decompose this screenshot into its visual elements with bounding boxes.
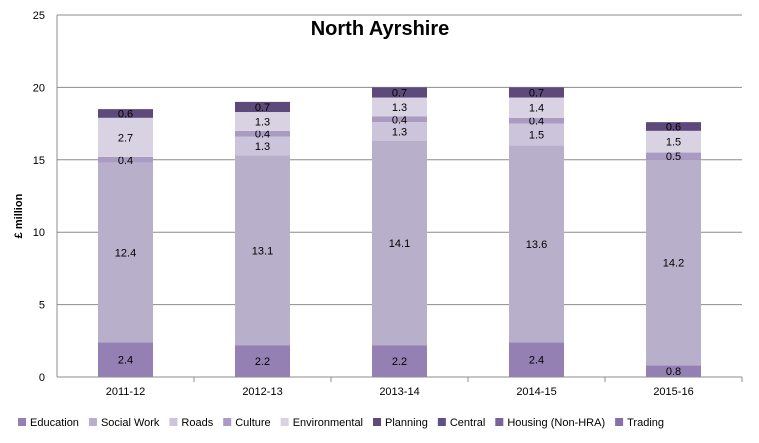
bar-segment-planning bbox=[646, 122, 701, 131]
bar-segment-culture bbox=[509, 117, 564, 124]
bar-segment-education bbox=[646, 365, 701, 377]
legend-swatch bbox=[169, 418, 178, 426]
data-label: 0.4 bbox=[529, 116, 544, 128]
legend-label: Planning bbox=[385, 417, 428, 429]
data-label: 0.6 bbox=[666, 121, 681, 133]
data-label: 13.6 bbox=[526, 239, 547, 251]
legend-label: Central bbox=[450, 417, 485, 429]
data-label: 0.4 bbox=[392, 114, 407, 126]
bar-segment-education bbox=[98, 342, 153, 377]
bar-segment-social-work bbox=[372, 140, 427, 346]
bar-segment-social-work bbox=[509, 145, 564, 343]
bar-segment-planning bbox=[235, 101, 290, 113]
x-tick-label: 2012-13 bbox=[242, 386, 282, 398]
legend-swatch bbox=[615, 418, 624, 426]
bar-segment-culture bbox=[372, 116, 427, 123]
data-label: 0.7 bbox=[255, 102, 270, 114]
legend-swatch bbox=[223, 418, 232, 426]
data-label: 2.2 bbox=[255, 356, 270, 368]
legend-swatch bbox=[373, 418, 382, 426]
bar-segment-environmental bbox=[646, 130, 701, 153]
legend-label: Housing (Non-HRA) bbox=[507, 417, 605, 429]
bar-segment-education bbox=[509, 342, 564, 377]
legend-swatch bbox=[280, 418, 289, 426]
bar-segment-social-work bbox=[646, 159, 701, 366]
bar-segment-planning bbox=[98, 109, 153, 118]
bar-segment-social-work bbox=[235, 155, 290, 346]
data-label: 1.3 bbox=[255, 141, 270, 153]
x-tick-label: 2014-15 bbox=[516, 386, 556, 398]
data-label: 12.4 bbox=[115, 247, 136, 259]
bar-segment-planning bbox=[509, 87, 564, 98]
bar-segment-education bbox=[235, 345, 290, 377]
legend-label: Social Work bbox=[101, 417, 160, 429]
legend-swatch bbox=[495, 418, 504, 426]
bar-segment-social-work bbox=[98, 162, 153, 343]
x-tick-label: 2011-12 bbox=[106, 386, 146, 398]
data-label: 0.8 bbox=[666, 366, 681, 378]
y-axis-label: £ million bbox=[13, 193, 25, 238]
data-label: 1.5 bbox=[666, 137, 681, 149]
legend-label: Education bbox=[30, 417, 79, 429]
data-label: 0.7 bbox=[529, 87, 544, 99]
data-label: 0.5 bbox=[666, 151, 681, 163]
data-label: 2.2 bbox=[392, 356, 407, 368]
bar-segment-culture bbox=[98, 156, 153, 163]
y-tick-label: 5 bbox=[39, 300, 45, 312]
y-tick-label: 15 bbox=[33, 155, 45, 167]
bar-segment-roads bbox=[235, 136, 290, 156]
chart-title: North Ayrshire bbox=[311, 18, 450, 40]
legend-swatch bbox=[88, 418, 97, 426]
data-label: 0.6 bbox=[118, 108, 133, 120]
data-label: 1.5 bbox=[529, 129, 544, 141]
data-label: 2.4 bbox=[529, 355, 544, 367]
bar-segment-planning bbox=[372, 87, 427, 98]
bar-segment-roads bbox=[509, 123, 564, 146]
legend-label: Trading bbox=[627, 417, 664, 429]
data-label: 2.7 bbox=[118, 132, 133, 144]
data-label: 1.4 bbox=[529, 103, 544, 115]
y-tick-label: 25 bbox=[33, 10, 45, 22]
data-label: 1.3 bbox=[392, 102, 407, 114]
bar-segment-education bbox=[372, 345, 427, 377]
x-tick-label: 2013-14 bbox=[379, 386, 419, 398]
bar-segment-environmental bbox=[372, 97, 427, 117]
data-label: 2.4 bbox=[118, 355, 133, 367]
data-label: 0.4 bbox=[255, 129, 270, 141]
bar-segment-culture bbox=[646, 152, 701, 160]
y-tick-label: 0 bbox=[39, 372, 45, 384]
data-label: 1.3 bbox=[392, 127, 407, 139]
bar-segment-environmental bbox=[509, 97, 564, 118]
y-tick-label: 20 bbox=[33, 82, 45, 94]
data-label: 0.4 bbox=[118, 155, 133, 167]
legend-label: Culture bbox=[235, 417, 270, 429]
legend-swatch bbox=[18, 418, 26, 426]
bar-segment-environmental bbox=[235, 112, 290, 131]
bar-segment-roads bbox=[372, 122, 427, 141]
x-tick-label: 2015-16 bbox=[653, 386, 693, 398]
legend-swatch bbox=[437, 418, 446, 426]
legend-label: Roads bbox=[181, 417, 213, 429]
data-label: 0.7 bbox=[392, 87, 407, 99]
data-label: 1.3 bbox=[255, 116, 270, 128]
bar-segment-culture bbox=[235, 130, 290, 137]
legend-label: Environmental bbox=[293, 417, 363, 429]
bar-segment-environmental bbox=[98, 117, 153, 157]
data-label: 14.1 bbox=[389, 238, 410, 250]
data-label: 13.1 bbox=[252, 245, 273, 257]
y-tick-label: 10 bbox=[33, 227, 45, 239]
data-label: 14.2 bbox=[663, 258, 684, 270]
